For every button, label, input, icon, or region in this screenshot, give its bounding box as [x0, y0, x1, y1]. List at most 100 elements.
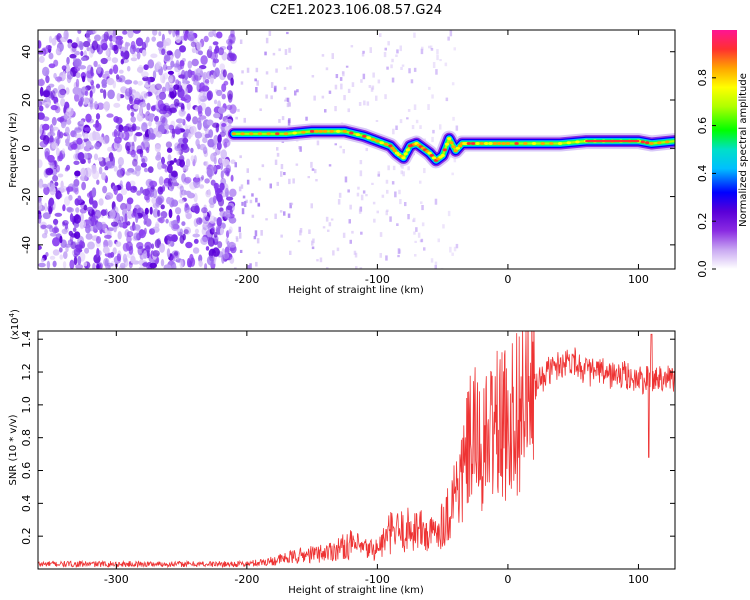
spectrogram-faint-blob: [328, 90, 332, 94]
spectrogram-faint-blob: [308, 229, 311, 234]
spectrogram-noise-blob: [145, 196, 151, 203]
spectrogram-noise-blob: [117, 156, 124, 167]
spectrogram-noise-blob: [66, 70, 74, 80]
spectrogram-noise-blob: [73, 248, 81, 256]
spectrogram-noise-blob: [171, 170, 178, 178]
spectrogram-noise-blob: [201, 207, 208, 214]
spectrogram-faint-blob: [237, 108, 240, 112]
spectrogram-faint-blob: [278, 119, 281, 123]
spectrogram-ridge-peak: [390, 146, 395, 150]
spectrogram-noise-blob: [51, 37, 57, 46]
spectrogram-noise-blob: [170, 60, 175, 68]
snr-y-tick-label: 0.6: [20, 462, 33, 480]
spectrogram-noise-blob: [132, 158, 138, 167]
spectrogram-y-label: Frequency (Hz): [8, 112, 19, 188]
spectrogram-noise-blob: [163, 264, 172, 269]
spectrogram-ridge-peak: [275, 132, 280, 136]
spectrogram-noise-blob: [174, 251, 179, 256]
spectrogram-faint-blob: [437, 238, 440, 243]
snr-y-tick-label: 1.0: [20, 396, 33, 414]
spectrogram-noise-blob: [207, 236, 211, 242]
spectrogram-ridge-peak: [231, 132, 236, 136]
spectrogram-x-tick-label: -200: [234, 273, 259, 286]
spectrogram-noise-blob: [193, 192, 198, 203]
spectrogram-faint-blob: [259, 108, 262, 111]
spectrogram-noise-blob: [75, 72, 81, 79]
spectrogram-ridge-peak: [557, 142, 563, 145]
spectrogram-noise-blob: [175, 35, 182, 44]
spectrogram-faint-blob: [356, 192, 360, 197]
spectrogram-noise-blob: [209, 202, 215, 209]
spectrogram-noise-blob: [54, 181, 59, 187]
spectrogram-noise-blob: [98, 198, 104, 206]
spectrogram-noise-blob: [151, 243, 155, 249]
spectrogram-faint-blob: [249, 263, 252, 269]
spectrogram-faint-blob: [264, 51, 267, 56]
spectrogram-noise-blob: [65, 107, 74, 117]
spectrogram-noise-blob: [188, 30, 195, 41]
spectrogram-noise-blob: [48, 52, 54, 60]
spectrogram-faint-blob: [366, 101, 370, 106]
spectrogram-noise-blob: [192, 233, 200, 238]
spectrogram-faint-blob: [326, 267, 329, 269]
spectrogram-faint-blob: [240, 81, 244, 85]
spectrogram-faint-blob: [295, 163, 299, 166]
snr-x-tick-label: 100: [628, 573, 649, 586]
spectrogram-noise-blob: [152, 250, 160, 257]
spectrogram-faint-blob: [338, 192, 342, 198]
spectrogram-faint-blob: [256, 80, 259, 86]
spectrogram-noise-blob: [179, 45, 186, 53]
spectrogram-noise-blob: [129, 185, 138, 193]
spectrogram-ridge-peak: [442, 148, 447, 152]
spectrogram-noise-blob: [122, 125, 130, 132]
spectrogram-faint-blob: [340, 83, 343, 90]
spectrogram-noise-blob: [216, 142, 222, 150]
spectrogram-noise-blob: [72, 86, 81, 95]
spectrogram-ridge-peak: [649, 142, 654, 145]
spectrogram-noise-blob: [107, 146, 113, 152]
spectrogram-noise-blob: [154, 83, 162, 91]
spectrogram-noise-blob: [48, 63, 56, 69]
spectrogram-noise-blob: [217, 107, 226, 114]
spectrogram-faint-blob: [375, 95, 378, 101]
spectrogram-ridge-peak: [314, 129, 319, 133]
spectrogram-noise-blob: [126, 141, 134, 147]
spectrogram-ridge-peak: [375, 139, 380, 143]
spectrogram-noise-blob: [205, 161, 209, 168]
spectrogram-ridge-peak: [309, 129, 315, 133]
spectrogram-faint-blob: [350, 45, 354, 48]
spectrogram-noise-blob: [66, 133, 71, 143]
spectrogram-ridge-peak: [540, 142, 545, 145]
spectrogram-ridge-peak: [283, 132, 289, 136]
spectrogram-noise-blob: [193, 238, 199, 244]
spectrogram-noise-blob: [112, 36, 116, 42]
spectrogram-noise-blob: [183, 94, 192, 103]
spectrogram-faint-blob: [423, 168, 426, 174]
spectrogram-faint-blob: [274, 213, 277, 219]
spectrogram-faint-blob: [296, 89, 299, 93]
spectrogram-noise-blob: [113, 166, 118, 172]
spectrogram-noise-blob: [70, 143, 79, 150]
snr-frame: [37, 330, 676, 570]
spectrogram-noise-blob: [42, 123, 50, 131]
spectrogram-faint-blob: [428, 86, 431, 90]
spectrogram-noise-blob: [171, 199, 179, 207]
colorbar-tick-label: 0.6: [696, 117, 709, 135]
spectrogram-faint-blob: [239, 232, 242, 239]
spectrogram-faint-blob: [399, 164, 403, 168]
spectrogram-ridge-peak: [484, 142, 489, 145]
spectrogram-faint-blob: [369, 47, 372, 53]
spectrogram-noise-blob: [182, 145, 190, 153]
spectrogram-noise-blob: [108, 35, 114, 42]
spectrogram-noise-blob: [69, 53, 77, 59]
spectrogram-noise-blob: [143, 64, 149, 71]
snr-y-tick-label: 1.2: [20, 363, 33, 381]
spectrogram-noise-blob: [39, 78, 44, 86]
spectrogram-faint-blob: [335, 74, 339, 79]
spectrogram-faint-blob: [325, 67, 329, 71]
spectrogram-faint-blob: [242, 195, 246, 199]
spectrogram-faint-blob: [239, 155, 242, 159]
spectrogram-faint-blob: [283, 86, 287, 90]
spectrogram-noise-blob: [78, 124, 85, 131]
spectrogram-noise-blob: [75, 264, 84, 269]
